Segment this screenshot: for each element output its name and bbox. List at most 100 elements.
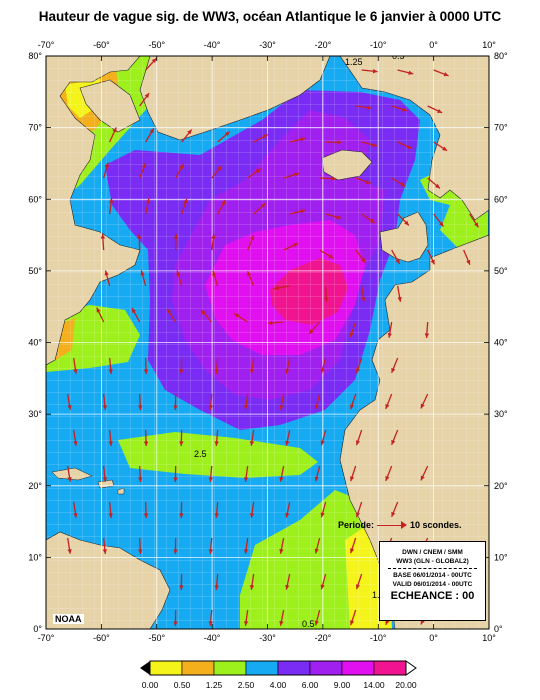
wave-arrowhead <box>108 513 113 518</box>
wave-arrowhead <box>408 70 414 75</box>
wave-arrowhead <box>104 270 109 276</box>
wave-arrowhead <box>214 585 219 590</box>
wave-arrowhead <box>67 404 72 410</box>
wave-arrowhead <box>144 93 150 98</box>
wave-arrowhead <box>442 146 448 151</box>
wave-arrowhead <box>294 172 299 177</box>
wave-arrowhead <box>137 549 143 554</box>
lon-label: 10° <box>482 633 496 643</box>
wave-arrowhead <box>173 621 178 626</box>
wave-arrowhead <box>387 332 392 338</box>
wave-arrowhead <box>243 405 249 410</box>
wave-arrowhead <box>73 441 78 446</box>
wave-arrowhead <box>243 621 249 626</box>
wave-arrowhead <box>208 405 213 410</box>
wave-arrowhead <box>260 203 266 208</box>
info-divider <box>388 568 477 569</box>
wave-arrowhead <box>320 440 325 446</box>
wave-arrowhead <box>355 368 361 374</box>
wave-arrowhead <box>143 513 149 518</box>
wave-arrowhead <box>336 214 342 220</box>
lon-label: -10° <box>370 40 387 50</box>
wave-arrowhead <box>350 404 355 410</box>
wave-arrowhead <box>243 549 249 554</box>
wave-arrowhead <box>320 584 325 590</box>
wave-arrowhead <box>474 222 479 228</box>
info-valid: VALID 06/01/2014 - 00UTC <box>392 581 473 588</box>
lat-label: 40° <box>28 338 42 348</box>
legend-label: 14.00 <box>363 680 385 690</box>
wave-arrowhead <box>141 163 146 169</box>
wave-arrowhead <box>365 179 371 184</box>
wave-arrowhead <box>285 368 290 374</box>
wave-arrowhead <box>355 512 361 518</box>
wave-arrowhead <box>420 403 425 409</box>
wave-arrowhead <box>438 221 444 227</box>
period-legend: Periode: 10 scondes. <box>338 520 462 530</box>
wave-arrowhead <box>355 584 361 590</box>
lat-label: 10° <box>494 552 508 562</box>
wave-arrowhead <box>314 476 319 482</box>
wave-arrowhead <box>314 548 319 554</box>
lat-label: 0° <box>494 624 503 634</box>
wave-arrowhead <box>112 127 117 133</box>
wave-arrowhead <box>145 198 151 204</box>
lat-label: 50° <box>494 266 508 276</box>
wave-arrowhead <box>279 548 284 554</box>
legend-swatch <box>341 660 375 676</box>
wave-arrowhead <box>249 369 255 374</box>
wave-arrowhead <box>443 72 449 77</box>
wave-arrowhead <box>212 270 217 276</box>
lon-label: -50° <box>148 633 165 643</box>
legend-label: 1.25 <box>205 680 223 690</box>
wave-arrowhead <box>96 307 101 313</box>
legend-swatch <box>309 660 343 676</box>
wave-arrowhead <box>151 58 157 63</box>
wave-arrowhead <box>435 183 440 189</box>
wave-arrowhead <box>249 585 255 590</box>
wave-arrowhead <box>187 129 192 135</box>
legend-right-arrow <box>405 660 417 676</box>
wave-arrowhead <box>102 405 108 410</box>
wave-arrowhead <box>131 307 137 313</box>
wave-arrowhead <box>355 440 361 446</box>
wave-arrowhead <box>331 176 336 181</box>
wave-arrowhead <box>250 235 255 241</box>
lon-label: -20° <box>315 40 332 50</box>
wave-arrowhead <box>108 369 113 374</box>
wave-arrowhead <box>166 308 172 314</box>
wave-arrowhead <box>385 619 390 625</box>
wave-arrowhead <box>108 441 113 446</box>
wave-arrowhead <box>179 513 184 518</box>
wave-arrowhead <box>293 243 299 248</box>
lat-label: 10° <box>28 552 42 562</box>
wave-arrowhead <box>143 369 149 374</box>
wave-arrowhead <box>104 162 109 168</box>
wave-arrowhead <box>385 403 390 409</box>
wave-arrowhead <box>385 475 390 481</box>
wave-arrowhead <box>255 168 261 174</box>
lon-label: 0° <box>429 40 438 50</box>
wave-arrowhead <box>173 405 178 410</box>
wave-arrowhead <box>466 259 471 265</box>
wave-arrowhead <box>314 404 319 410</box>
wave-arrowhead <box>67 548 72 554</box>
wave-arrowhead <box>285 512 290 518</box>
legend-swatch <box>277 660 311 676</box>
noaa-credit: NOAA <box>53 614 84 624</box>
wave-arrowhead <box>285 440 290 446</box>
wave-arrowhead <box>400 182 406 187</box>
map-area: 0.5 1.25 2.5 0.5 1.25 <box>46 56 489 629</box>
wave-direction-arrows <box>67 57 479 627</box>
period-legend-value: 10 scondes. <box>410 520 462 530</box>
lon-label: -50° <box>148 40 165 50</box>
wave-arrowhead <box>217 165 222 171</box>
wave-arrowhead <box>391 367 396 373</box>
wave-arrowhead <box>350 620 355 626</box>
wave-arrowhead <box>249 441 255 446</box>
wave-arrowhead <box>211 234 216 239</box>
wave-arrowhead <box>402 107 407 112</box>
contour-label: 0.5 <box>302 619 315 629</box>
wave-arrowhead <box>273 285 279 291</box>
